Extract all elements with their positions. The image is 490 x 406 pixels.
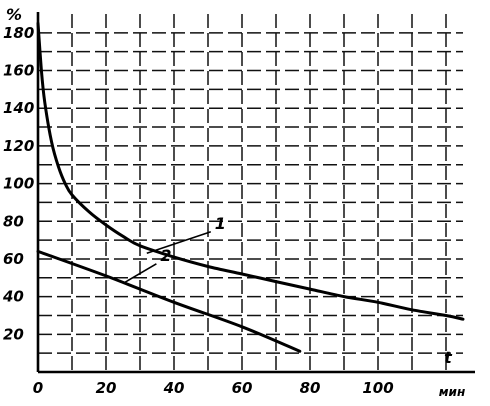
y-tick-label: 40 [2,288,24,306]
y-tick-label: 140 [3,99,34,117]
series-1-label: 1 [215,214,226,233]
series-2-leader [122,263,157,285]
series-1-leader [146,231,212,255]
x-tick-label: 0 [33,379,43,397]
x-tick-label: 20 [96,379,117,397]
curves [36,21,465,353]
series-2-label: 2 [160,246,171,265]
x-axis-label: t [444,348,453,367]
y-tick-label: 160 [3,62,34,80]
axes [36,12,475,374]
y-tick-label: 80 [3,212,24,230]
x-tick-label: 60 [232,379,253,397]
series-1-line [36,21,465,321]
series-2-line [36,249,302,353]
labels: 0 20 40 60 80 100 20 40 60 80 100 120 140 160 180% t мин… [2,5,465,399]
x-tick-label: 100 [362,379,393,397]
x-axis-unit: мин [439,385,466,399]
y-axis-label: % [6,5,22,24]
y-tick-label: 180 [3,24,34,42]
grid [38,14,463,372]
x-tick-label: 40 [163,379,185,397]
y-tick-label: 60 [3,250,24,268]
y-tick-label: 120 [3,137,34,155]
x-tick-label: 80 [300,379,321,397]
y-tick-label: 20 [3,325,24,343]
y-tick-label: 100 [3,175,34,193]
